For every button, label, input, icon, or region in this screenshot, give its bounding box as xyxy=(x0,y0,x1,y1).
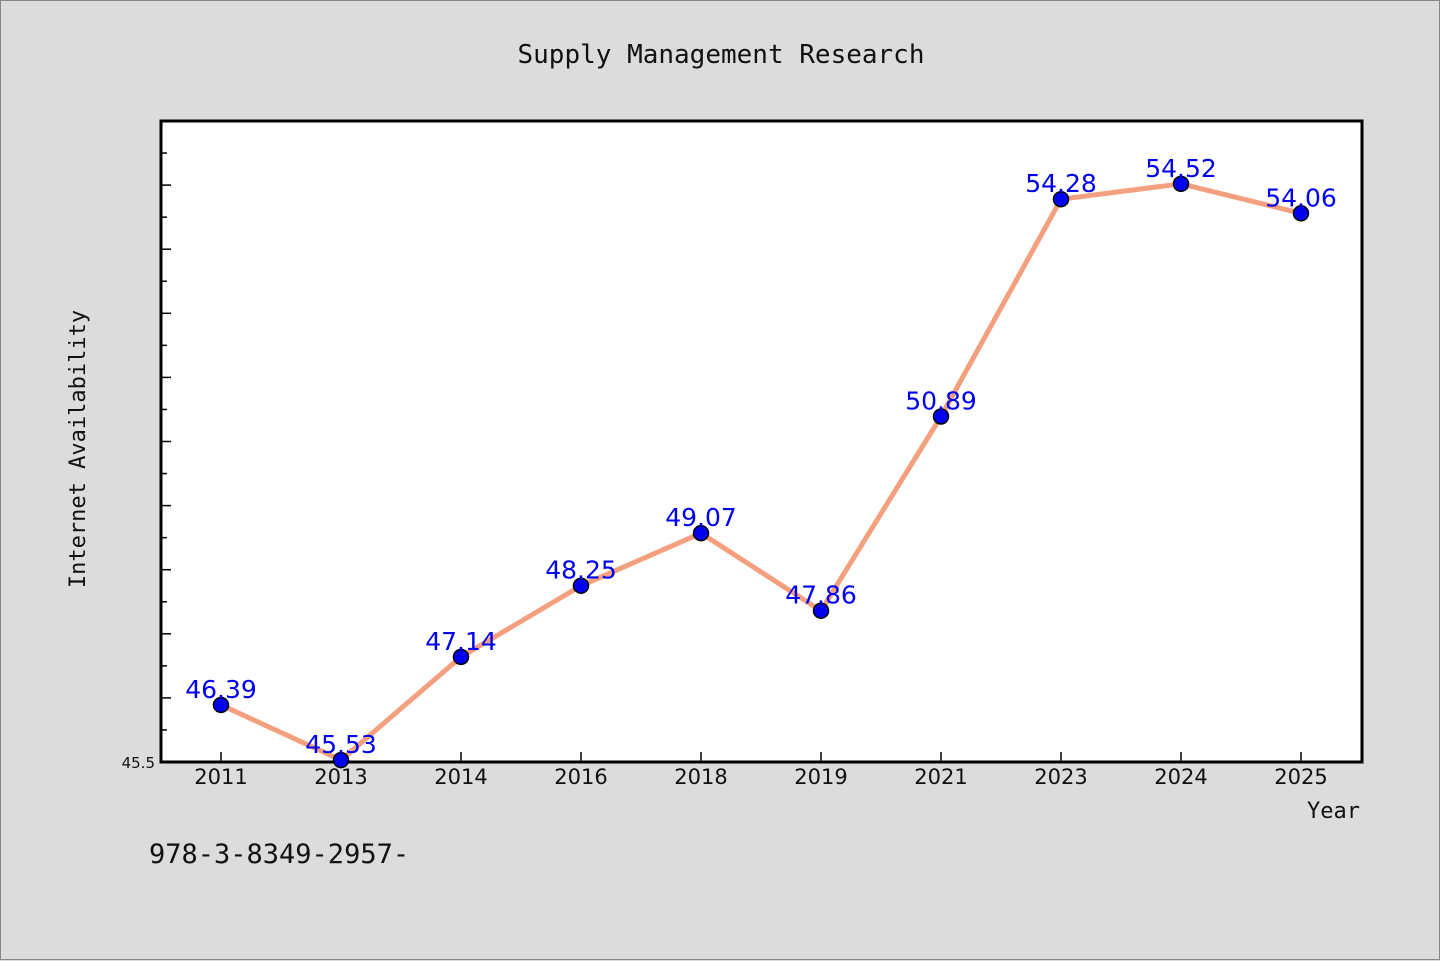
data-point xyxy=(812,602,830,619)
data-label: 47.86 xyxy=(785,581,857,610)
data-labels: 46.39 45.53 47.14 48.25 49.07 47.86 50.89 54.28… xyxy=(185,154,1337,759)
x-tick-label: 2018 xyxy=(674,765,727,789)
data-label: 49.07 xyxy=(665,503,737,532)
y-axis-label: Internet Availability xyxy=(66,310,91,588)
x-axis-ticks: 2011 2013 2014 2016 2018 2019 2021 2023 2024 2025 xyxy=(194,752,1328,789)
data-label: 54.06 xyxy=(1265,183,1337,212)
x-tick-label: 2016 xyxy=(554,765,607,789)
data-markers xyxy=(212,175,1310,769)
chart-title: Supply Management Research xyxy=(518,40,925,70)
x-tick-label: 2014 xyxy=(434,765,487,789)
data-label: 48.25 xyxy=(545,556,617,585)
data-point xyxy=(1172,175,1190,193)
data-label: 45.53 xyxy=(305,730,377,759)
data-label: 47.14 xyxy=(425,627,497,656)
data-label: 46.39 xyxy=(185,675,257,704)
data-point xyxy=(572,577,590,594)
data-point xyxy=(692,524,710,542)
x-tick-label: 2019 xyxy=(794,765,847,789)
y-tick-label: 45.5 xyxy=(122,754,155,772)
x-tick-label: 2011 xyxy=(194,765,247,789)
plot-area xyxy=(159,119,1364,764)
x-tick-label: 2023 xyxy=(1034,765,1087,789)
data-label: 54.28 xyxy=(1025,169,1097,198)
x-tick-label: 2021 xyxy=(914,765,967,789)
data-point xyxy=(452,648,470,666)
x-axis-label: Year xyxy=(1307,799,1360,824)
data-point xyxy=(1292,205,1310,222)
data-point xyxy=(332,751,350,769)
x-tick-label: 2024 xyxy=(1154,765,1207,789)
series-line-group xyxy=(218,181,1304,763)
data-point xyxy=(1052,190,1070,208)
data-label: 50.89 xyxy=(905,387,977,416)
x-tick-label: 2013 xyxy=(314,765,367,789)
y-axis-ticks: 45.5 xyxy=(122,120,171,772)
data-point xyxy=(212,696,230,714)
series-line xyxy=(218,181,1304,763)
data-point xyxy=(932,408,950,425)
x-tick-label: 2025 xyxy=(1274,765,1327,789)
data-label: 54.52 xyxy=(1145,154,1217,183)
footer-isbn-text: 978-3-8349-2957- xyxy=(149,839,409,870)
